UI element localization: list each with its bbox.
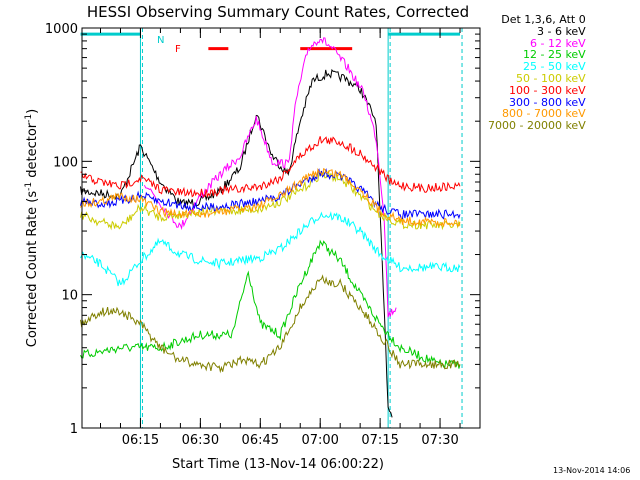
plot-area: 1 10 100 1000 06:15 06:30 06:45 07:00 07:15 07:3… (45, 22, 481, 448)
y-tick-label: 1 (70, 422, 78, 437)
x-axis-label: Start Time (13-Nov-14 06:00:22) (172, 457, 384, 472)
x-tick-label: 07:00 (301, 433, 338, 448)
flare-marker: F (175, 44, 181, 55)
night-marker: N (157, 35, 164, 46)
legend-entry: 25 - 50 keV (522, 60, 586, 74)
x-tick-label: 06:15 (122, 433, 159, 448)
legend-entry: 100 - 300 keV (508, 83, 586, 97)
x-axis: 06:15 06:30 06:45 07:00 07:15 07:30 (100, 28, 461, 448)
y-axis-label-mid: detector (25, 122, 40, 182)
series-line (80, 136, 461, 198)
generation-timestamp: 13-Nov-2014 14:06 (553, 466, 631, 475)
legend-entry: 6 - 12 keV (529, 36, 586, 50)
legend-entries: 3 - 6 keV 6 - 12 keV 12 - 25 keV 25 - 50 ke… (488, 24, 586, 133)
y-tick-label: 1000 (45, 22, 78, 37)
legend-entry: 3 - 6 keV (536, 24, 586, 38)
legend: Det 1,3,6, Att 0 3 - 6 keV 6 - 12 keV 12 -… (488, 14, 586, 132)
legend-entry: 12 - 25 keV (522, 48, 586, 62)
series-line (80, 169, 461, 231)
y-axis-label-end: ) (25, 109, 40, 114)
series-line (80, 239, 461, 369)
y-tick-label: 100 (53, 155, 78, 170)
series-line (143, 37, 397, 318)
overlay-layer (80, 28, 463, 428)
series-line (80, 274, 461, 374)
series-layer (80, 37, 461, 418)
legend-title: Det 1,3,6, Att 0 (501, 13, 586, 26)
x-tick-label: 07:30 (421, 433, 458, 448)
series-line (80, 167, 461, 228)
legend-entry: 300 - 800 keV (508, 95, 586, 109)
y-axis: 1 10 100 1000 (45, 22, 480, 437)
series-line (80, 211, 461, 287)
legend-entry: 800 - 7000 keV (501, 107, 586, 121)
plot-frame (81, 27, 481, 429)
x-tick-label: 07:15 (361, 433, 398, 448)
x-tick-label: 06:45 (242, 433, 279, 448)
chart-title: HESSI Observing Summary Count Rates, Cor… (87, 3, 469, 21)
legend-entry: 50 - 100 keV (515, 71, 586, 85)
y-tick-label: 10 (61, 289, 78, 304)
y-axis-label-sup2: -1 (24, 114, 34, 123)
series-line (80, 68, 393, 418)
y-axis-label-sup1: -1 (24, 182, 34, 191)
x-tick-label: 06:30 (182, 433, 219, 448)
y-axis-label-main: Corrected Count Rate (s (25, 191, 40, 348)
y-axis-label: Corrected Count Rate (s-1 detector-1) (24, 109, 40, 347)
legend-entry: 7000 - 20000 keV (488, 119, 586, 133)
